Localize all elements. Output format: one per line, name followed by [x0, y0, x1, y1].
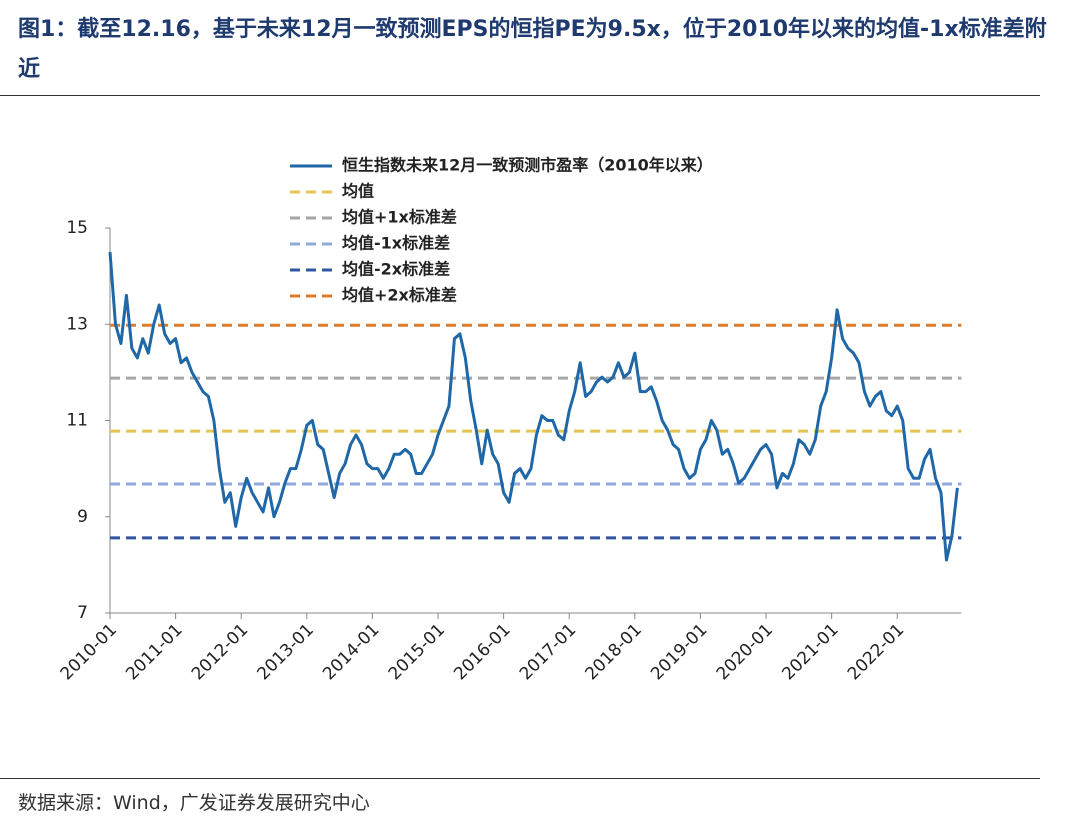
x-tick-label: 2017-01: [516, 620, 580, 684]
x-tick-label: 2022-01: [844, 620, 908, 684]
y-tick-label: 15: [66, 218, 88, 238]
x-tick-label: 2021-01: [778, 620, 842, 684]
y-tick-label: 11: [66, 411, 88, 431]
divider: [0, 95, 1040, 96]
x-tick-label: 2011-01: [122, 620, 186, 684]
legend-label: 均值-2x标准差: [342, 260, 450, 279]
legend-label: 均值+2x标准差: [342, 286, 457, 305]
x-tick-label: 2015-01: [385, 620, 449, 684]
x-tick-label: 2012-01: [188, 620, 252, 684]
x-tick-label: 2020-01: [713, 620, 777, 684]
y-tick-label: 13: [66, 314, 88, 334]
x-tick-label: 2014-01: [319, 620, 383, 684]
data-line: [108, 251, 959, 562]
x-tick-label: 2010-01: [57, 620, 121, 684]
y-tick-label: 7: [77, 603, 88, 623]
x-tick-label: 2018-01: [582, 620, 646, 684]
source-note: 数据来源：Wind，广发证券发展研究中心: [18, 792, 370, 814]
legend-label: 均值+1x标准差: [342, 208, 457, 227]
chart-title: 图1：截至12.16，基于未来12月一致预测EPS的恒指PE为9.5x，位于20…: [18, 17, 1047, 82]
legend-label: 恒生指数未来12月一致预测市盈率（2010年以来）: [342, 156, 713, 175]
legend-label: 均值: [342, 182, 374, 201]
x-tick-label: 2019-01: [647, 620, 711, 684]
divider: [0, 778, 1040, 779]
x-tick-label: 2013-01: [254, 620, 318, 684]
x-tick-label: 2016-01: [450, 620, 514, 684]
y-tick-label: 9: [77, 507, 88, 527]
legend-label: 均值-1x标准差: [342, 234, 450, 253]
